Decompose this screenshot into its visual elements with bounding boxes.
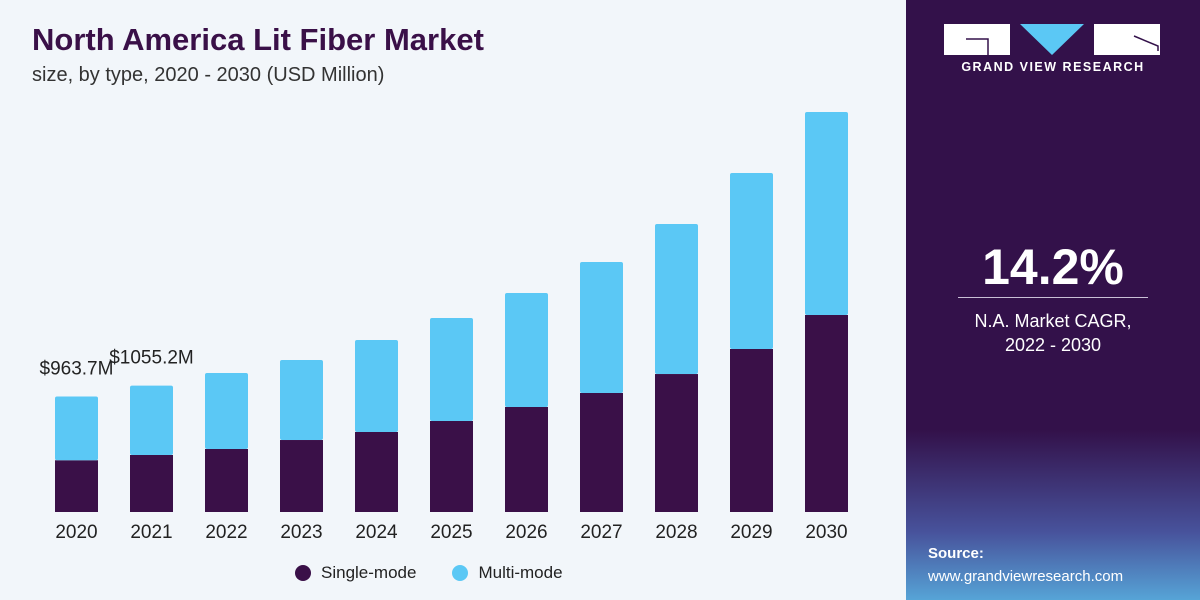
source-label: Source:	[928, 545, 984, 562]
bar-single-mode-2030	[805, 314, 848, 512]
data-label: $1055.2M	[109, 348, 194, 369]
bar-single-mode-2028	[655, 374, 698, 512]
legend-swatch	[452, 565, 469, 581]
cagr-label-line1: N.A. Market CAGR,	[974, 311, 1132, 331]
bar-multi-mode-2020	[55, 396, 98, 461]
cagr-label: N.A. Market CAGR, 2022 - 2030	[906, 309, 1200, 357]
x-tick-label: 2022	[205, 522, 247, 543]
bar-multi-mode-2028	[655, 223, 698, 375]
x-tick-label: 2024	[355, 522, 398, 543]
bar-multi-mode-2024	[355, 340, 398, 432]
source-link[interactable]: www.grandviewresearch.com	[928, 568, 1124, 585]
legend: Single-mode Multi-mode	[295, 563, 563, 583]
x-tick-label: 2023	[280, 522, 322, 543]
x-tick-label: 2021	[130, 522, 172, 543]
x-tick-label: 2029	[730, 522, 772, 543]
cagr-label-line2: 2022 - 2030	[1004, 335, 1102, 355]
bar-single-mode-2024	[355, 432, 398, 512]
bar-single-mode-2029	[730, 349, 773, 512]
bar-multi-mode-2027	[580, 261, 623, 393]
bar-multi-mode-2025	[430, 317, 473, 421]
x-tick-label: 2025	[430, 522, 472, 543]
grid-backdrop	[906, 430, 1200, 600]
x-tick-label: 2027	[580, 522, 622, 543]
bar-multi-mode-2030	[805, 112, 848, 315]
bar-single-mode-2021	[130, 454, 173, 512]
cagr-value: 14.2%	[982, 239, 1124, 295]
x-tick-label: 2026	[505, 522, 547, 543]
x-tick-label: 2020	[55, 522, 97, 543]
bar-chart: 2020 $963.7M 2021 $1055.2M 2022 2023 2024 2025 2…	[40, 112, 848, 543]
legend-label: Multi-mode	[478, 563, 563, 582]
divider	[958, 297, 1148, 298]
x-tick-label: 2030	[805, 522, 847, 543]
data-label: $963.7M	[40, 359, 114, 380]
bar-multi-mode-2021	[130, 385, 173, 455]
legend-item-multi-mode: Multi-mode	[452, 563, 563, 583]
gvr-logo	[944, 24, 1160, 55]
info-panel: GRAND VIEW RESEARCH 14.2% N.A. Market CA…	[906, 0, 1200, 600]
bar-single-mode-2020	[55, 460, 98, 512]
chart-title: North America Lit Fiber Market	[32, 22, 484, 57]
bar-single-mode-2025	[430, 420, 473, 512]
bar-single-mode-2026	[505, 406, 548, 512]
bar-single-mode-2027	[580, 392, 623, 512]
bar-single-mode-2023	[280, 440, 323, 512]
chart-subtitle: size, by type, 2020 - 2030 (USD Million)	[32, 64, 385, 86]
bar-single-mode-2022	[205, 449, 248, 512]
bar-multi-mode-2023	[280, 360, 323, 441]
legend-item-single-mode: Single-mode	[295, 563, 416, 583]
bar-multi-mode-2026	[505, 292, 548, 407]
x-tick-label: 2028	[655, 522, 697, 543]
bar-multi-mode-2022	[205, 372, 248, 450]
legend-label: Single-mode	[321, 563, 417, 582]
brand-name: GRAND VIEW RESEARCH	[961, 60, 1145, 74]
bar-multi-mode-2029	[730, 172, 773, 350]
legend-swatch	[295, 565, 311, 581]
